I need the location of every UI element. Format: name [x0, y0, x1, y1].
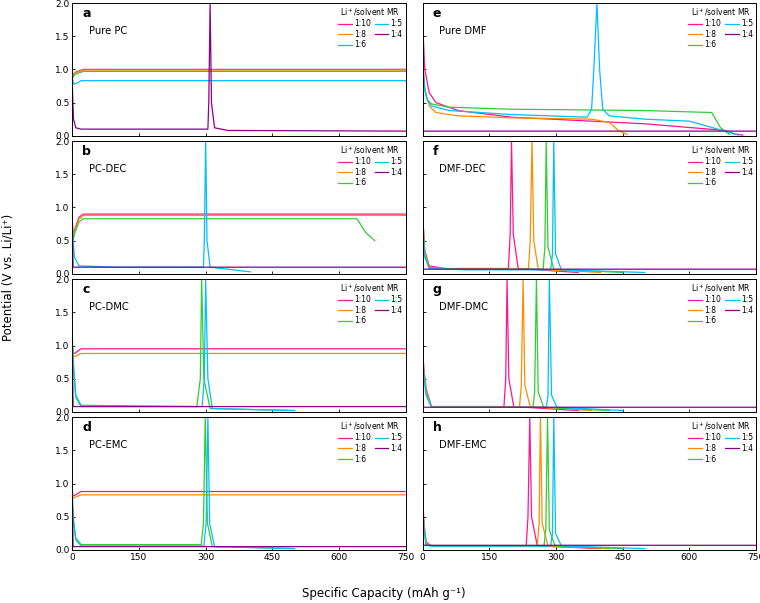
Text: b: b [82, 145, 91, 158]
Legend: 1:10, 1:8, 1:6, 1:5, 1:4: 1:10, 1:8, 1:6, 1:5, 1:4 [337, 5, 404, 50]
Text: f: f [432, 145, 438, 158]
Legend: 1:10, 1:8, 1:6, 1:5, 1:4: 1:10, 1:8, 1:6, 1:5, 1:4 [688, 420, 754, 464]
Text: e: e [432, 7, 441, 20]
Legend: 1:10, 1:8, 1:6, 1:5, 1:4: 1:10, 1:8, 1:6, 1:5, 1:4 [337, 282, 404, 326]
Text: Specific Capacity (mAh g⁻¹): Specific Capacity (mAh g⁻¹) [302, 587, 466, 600]
Legend: 1:10, 1:8, 1:6, 1:5, 1:4: 1:10, 1:8, 1:6, 1:5, 1:4 [337, 420, 404, 464]
Legend: 1:10, 1:8, 1:6, 1:5, 1:4: 1:10, 1:8, 1:6, 1:5, 1:4 [337, 144, 404, 188]
Text: Pure DMF: Pure DMF [439, 25, 486, 36]
Text: DMF-EMC: DMF-EMC [439, 440, 486, 450]
Text: PC-DMC: PC-DMC [89, 302, 128, 312]
Text: Potential (V vs. Li/Li⁺): Potential (V vs. Li/Li⁺) [2, 213, 14, 341]
Text: c: c [82, 283, 90, 296]
Legend: 1:10, 1:8, 1:6, 1:5, 1:4: 1:10, 1:8, 1:6, 1:5, 1:4 [688, 144, 754, 188]
Text: DMF-DEC: DMF-DEC [439, 163, 486, 174]
Text: g: g [432, 283, 442, 296]
Text: h: h [432, 421, 442, 434]
Text: PC-DEC: PC-DEC [89, 163, 126, 174]
Legend: 1:10, 1:8, 1:6, 1:5, 1:4: 1:10, 1:8, 1:6, 1:5, 1:4 [688, 5, 754, 50]
Text: PC-EMC: PC-EMC [89, 440, 127, 450]
Text: Pure PC: Pure PC [89, 25, 127, 36]
Text: DMF-DMC: DMF-DMC [439, 302, 488, 312]
Text: a: a [82, 7, 90, 20]
Legend: 1:10, 1:8, 1:6, 1:5, 1:4: 1:10, 1:8, 1:6, 1:5, 1:4 [688, 282, 754, 326]
Text: d: d [82, 421, 91, 434]
